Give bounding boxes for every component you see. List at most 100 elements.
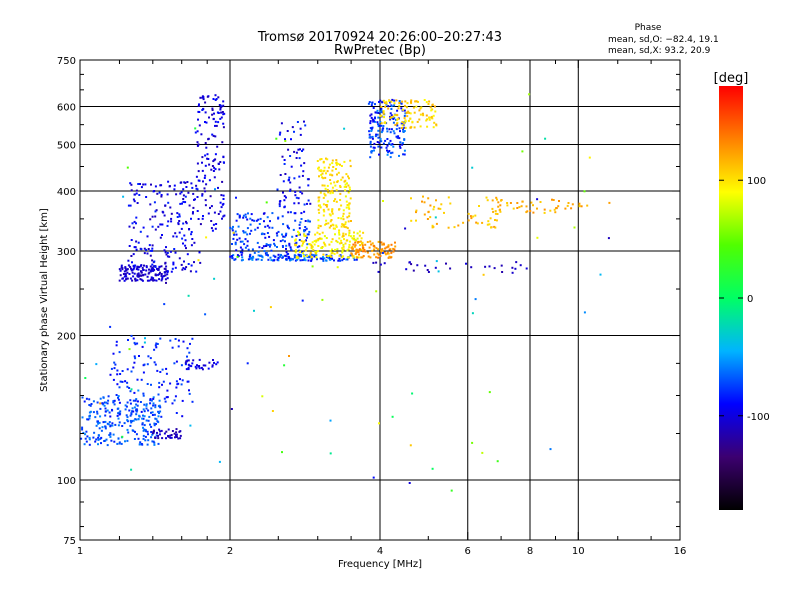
- data-point: [127, 339, 129, 341]
- data-point: [242, 230, 245, 233]
- data-point: [118, 413, 121, 416]
- data-point: [310, 244, 313, 247]
- data-point: [404, 126, 407, 129]
- data-point: [154, 363, 157, 366]
- data-point: [86, 418, 89, 421]
- data-point: [163, 303, 166, 306]
- data-point: [165, 437, 167, 440]
- data-point: [381, 101, 384, 104]
- data-point: [141, 417, 144, 420]
- data-point: [371, 137, 374, 140]
- data-point: [362, 255, 365, 257]
- data-point: [282, 180, 285, 183]
- data-point: [154, 210, 157, 213]
- data-point: [156, 343, 159, 345]
- data-point: [198, 103, 200, 106]
- data-point: [266, 216, 269, 219]
- data-point: [151, 432, 154, 435]
- data-point: [298, 175, 301, 178]
- data-point: [494, 226, 497, 229]
- data-point: [242, 216, 245, 219]
- data-point: [214, 135, 217, 138]
- data-point: [333, 181, 336, 184]
- data-point: [153, 424, 156, 427]
- data-point: [149, 357, 152, 360]
- data-point: [101, 402, 104, 405]
- data-point: [467, 219, 470, 222]
- data-point: [214, 168, 217, 171]
- data-point: [396, 122, 398, 125]
- data-point: [329, 220, 332, 223]
- chart-subtitle: RwPretec (Bp): [334, 43, 426, 58]
- data-point: [222, 194, 225, 197]
- data-point: [150, 407, 153, 410]
- data-point: [530, 201, 533, 204]
- data-point: [184, 244, 187, 247]
- data-point: [249, 232, 251, 235]
- data-point: [135, 403, 138, 406]
- data-point: [298, 254, 301, 257]
- data-point: [140, 271, 143, 274]
- data-point: [232, 231, 235, 234]
- data-point: [331, 189, 334, 192]
- data-point: [328, 243, 331, 246]
- data-point: [299, 221, 302, 224]
- data-point: [135, 433, 138, 436]
- data-point: [132, 226, 135, 229]
- data-point: [205, 146, 208, 149]
- data-point: [142, 394, 145, 397]
- data-point: [196, 210, 199, 212]
- data-point: [211, 109, 214, 111]
- data-point: [146, 383, 149, 385]
- data-point: [407, 110, 410, 113]
- data-point: [326, 170, 329, 173]
- data-point: [157, 437, 160, 440]
- data-point: [424, 264, 427, 267]
- data-point: [231, 227, 234, 230]
- data-point: [113, 440, 116, 443]
- x-tick-label: 6: [465, 546, 471, 557]
- data-point: [386, 144, 389, 147]
- data-point: [139, 401, 142, 403]
- data-point: [526, 210, 529, 213]
- data-point: [197, 105, 200, 107]
- data-point: [297, 202, 300, 205]
- data-point: [384, 121, 386, 124]
- data-point: [404, 227, 407, 230]
- data-point: [360, 256, 363, 259]
- data-point: [380, 131, 383, 134]
- data-point: [354, 245, 356, 248]
- data-point: [161, 277, 164, 280]
- data-point: [352, 256, 355, 259]
- data-point: [391, 151, 394, 154]
- data-point: [420, 106, 423, 109]
- data-point: [319, 225, 322, 228]
- data-point: [321, 184, 324, 187]
- data-point: [125, 414, 128, 417]
- data-point: [315, 256, 318, 259]
- data-point: [109, 435, 112, 438]
- data-point: [166, 396, 169, 399]
- data-point: [204, 174, 207, 177]
- data-point: [393, 132, 396, 135]
- data-point: [217, 186, 219, 189]
- data-point: [331, 159, 334, 162]
- data-point: [146, 235, 149, 238]
- data-point: [375, 247, 378, 250]
- data-point: [168, 255, 171, 258]
- data-point: [378, 124, 381, 127]
- data-point: [338, 242, 341, 245]
- data-point: [235, 233, 238, 236]
- data-point: [416, 120, 419, 123]
- data-point: [324, 194, 327, 197]
- data-point: [166, 389, 169, 392]
- data-point: [149, 402, 152, 405]
- data-point: [191, 212, 194, 215]
- data-point: [405, 268, 408, 271]
- data-point: [154, 228, 157, 231]
- data-point: [166, 277, 169, 280]
- data-point: [370, 127, 373, 130]
- data-point: [270, 249, 273, 252]
- data-point: [320, 158, 323, 160]
- data-point: [349, 235, 352, 238]
